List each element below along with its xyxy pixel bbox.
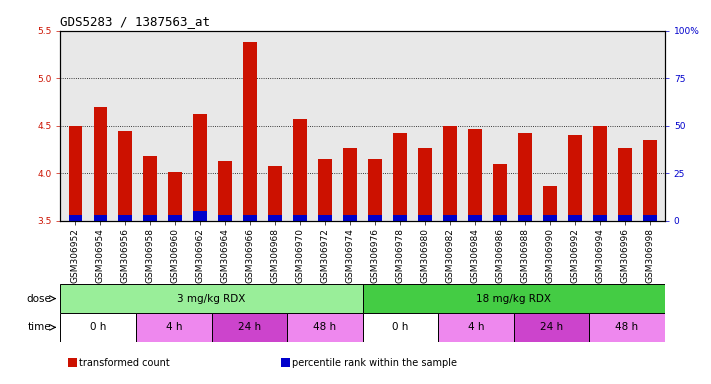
Bar — [493, 215, 507, 221]
Text: dose: dose — [27, 293, 52, 304]
Bar — [294, 215, 307, 221]
Bar — [393, 215, 407, 221]
Text: 0 h: 0 h — [90, 322, 107, 333]
Bar — [119, 215, 132, 221]
Bar — [393, 133, 407, 221]
Bar — [343, 215, 357, 221]
Bar — [443, 215, 457, 221]
Bar — [618, 215, 631, 221]
Bar — [319, 215, 332, 221]
Bar — [136, 313, 212, 342]
Bar — [94, 215, 107, 221]
Bar — [68, 215, 82, 221]
Text: GDS5283 / 1387563_at: GDS5283 / 1387563_at — [60, 15, 210, 28]
Text: percentile rank within the sample: percentile rank within the sample — [292, 358, 457, 368]
Bar — [418, 215, 432, 221]
Bar — [363, 284, 665, 313]
Bar — [518, 133, 532, 221]
Bar — [218, 161, 232, 221]
Bar — [643, 215, 657, 221]
Bar — [268, 215, 282, 221]
Bar — [418, 147, 432, 221]
Bar — [468, 129, 482, 221]
Bar — [514, 313, 589, 342]
Bar — [169, 172, 182, 221]
Bar — [438, 313, 514, 342]
Bar — [363, 313, 438, 342]
Bar — [294, 119, 307, 221]
Bar — [144, 215, 157, 221]
Bar — [243, 42, 257, 221]
Text: transformed count: transformed count — [79, 358, 170, 368]
Bar — [193, 211, 207, 221]
Text: 4 h: 4 h — [166, 322, 182, 333]
Bar — [468, 215, 482, 221]
Bar — [593, 126, 606, 221]
Bar — [60, 284, 363, 313]
Bar — [593, 215, 606, 221]
Text: 0 h: 0 h — [392, 322, 409, 333]
Bar — [319, 159, 332, 221]
Text: 48 h: 48 h — [616, 322, 638, 333]
Bar — [218, 215, 232, 221]
Bar — [287, 313, 363, 342]
Bar — [618, 147, 631, 221]
Bar — [443, 126, 457, 221]
Bar — [589, 313, 665, 342]
Bar — [568, 215, 582, 221]
Text: 18 mg/kg RDX: 18 mg/kg RDX — [476, 293, 551, 304]
Bar — [543, 185, 557, 221]
Text: 24 h: 24 h — [237, 322, 261, 333]
Bar — [119, 131, 132, 221]
Bar — [144, 156, 157, 221]
Bar — [368, 159, 382, 221]
Text: 24 h: 24 h — [540, 322, 563, 333]
Text: time: time — [28, 322, 52, 333]
Bar — [343, 147, 357, 221]
Bar — [518, 215, 532, 221]
Bar — [212, 313, 287, 342]
Bar — [169, 215, 182, 221]
Bar — [493, 164, 507, 221]
Text: 3 mg/kg RDX: 3 mg/kg RDX — [177, 293, 246, 304]
Bar — [543, 215, 557, 221]
Bar — [60, 313, 136, 342]
Bar — [193, 114, 207, 221]
Text: 4 h: 4 h — [468, 322, 484, 333]
Text: 48 h: 48 h — [314, 322, 336, 333]
Bar — [643, 140, 657, 221]
Bar — [368, 215, 382, 221]
Bar — [68, 126, 82, 221]
Bar — [94, 107, 107, 221]
Bar — [568, 135, 582, 221]
Bar — [243, 215, 257, 221]
Bar — [268, 166, 282, 221]
